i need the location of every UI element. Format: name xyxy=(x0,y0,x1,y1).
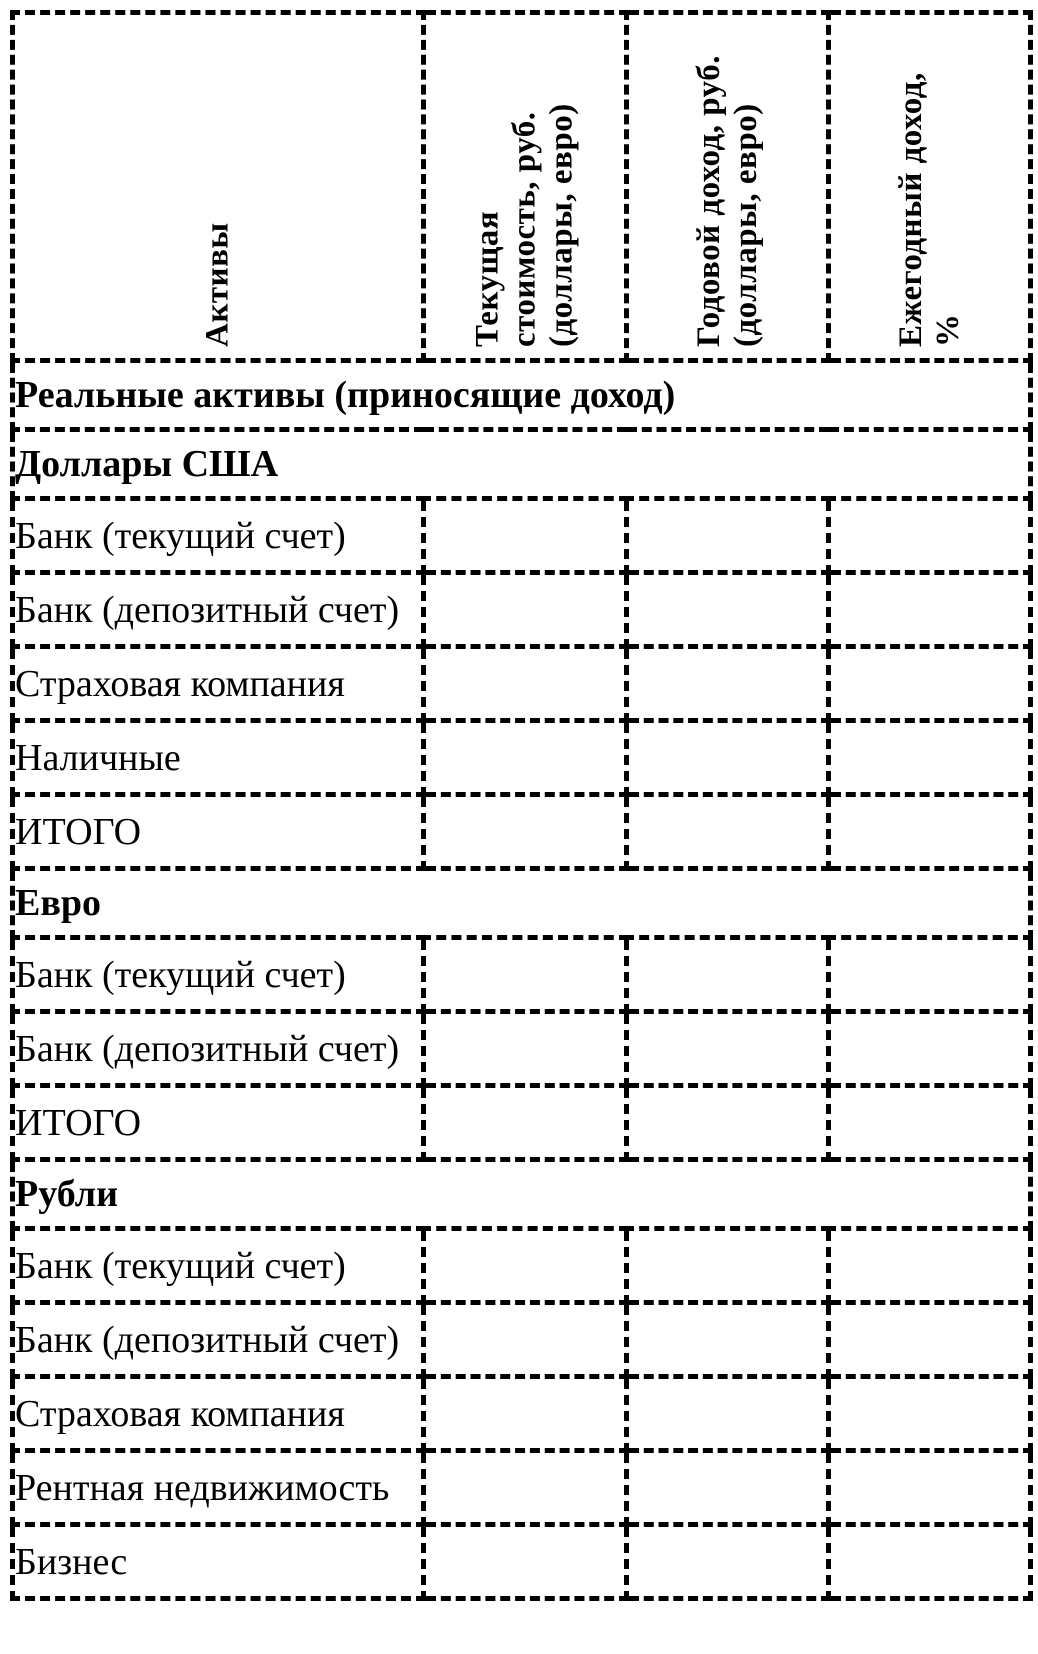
col-header-assets-label: Активы xyxy=(199,221,236,347)
value-cell-annual-income xyxy=(624,644,831,723)
value-cell-yearly-percent xyxy=(826,496,1033,575)
value-cell-current-value xyxy=(421,935,629,1014)
value-cell-annual-income xyxy=(624,1448,831,1527)
table-row: Страховая компания xyxy=(10,1374,1033,1453)
value-cell-annual-income xyxy=(624,1300,831,1379)
table-row-total: ИТОГО xyxy=(10,792,1033,871)
row-label: Банк (депозитный счет) xyxy=(10,1300,426,1379)
value-cell-annual-income xyxy=(624,1522,831,1601)
row-label: Наличные xyxy=(10,718,426,797)
value-cell-annual-income xyxy=(624,1009,831,1088)
value-cell-current-value xyxy=(421,1009,629,1088)
section-row-real-assets: Реальные активы (приносящие доход) xyxy=(10,358,1033,432)
row-label: Рентная недвижимость xyxy=(10,1448,426,1527)
value-cell-current-value xyxy=(421,1300,629,1379)
value-cell-yearly-percent xyxy=(826,935,1033,1014)
row-label: Страховая компания xyxy=(10,644,426,723)
row-label: Банк (текущий счет) xyxy=(10,1226,426,1305)
row-label: ИТОГО xyxy=(10,1083,426,1162)
value-cell-current-value xyxy=(421,1522,629,1601)
table-row: Банк (текущий счет) xyxy=(10,935,1033,1014)
section-row-euro: Евро xyxy=(10,866,1033,940)
value-cell-annual-income xyxy=(624,1083,831,1162)
table-row: Бизнес xyxy=(10,1522,1033,1601)
value-cell-yearly-percent xyxy=(826,1300,1033,1379)
table-row: Банк (депозитный счет) xyxy=(10,570,1033,649)
value-cell-annual-income xyxy=(624,570,831,649)
value-cell-yearly-percent xyxy=(826,718,1033,797)
value-cell-yearly-percent xyxy=(826,570,1033,649)
row-label: Страховая компания xyxy=(10,1374,426,1453)
row-label: ИТОГО xyxy=(10,792,426,871)
table-row: Банк (депозитный счет) xyxy=(10,1009,1033,1088)
col-header-annual-income-label: Годовой доход, руб. (доллары, евро) xyxy=(690,54,764,347)
row-label: Банк (депозитный счет) xyxy=(10,1009,426,1088)
section-row-rubles: Рубли xyxy=(10,1157,1033,1231)
value-cell-annual-income xyxy=(624,1374,831,1453)
section-row-usd: Доллары США xyxy=(10,427,1033,501)
table-row: Банк (депозитный счет) xyxy=(10,1300,1033,1379)
value-cell-current-value xyxy=(421,496,629,575)
value-cell-yearly-percent xyxy=(826,1009,1033,1088)
col-header-current-value: Текущая стоимость, руб. (доллары, евро) xyxy=(421,10,629,363)
section-label: Рубли xyxy=(10,1157,1033,1231)
row-label: Бизнес xyxy=(10,1522,426,1601)
table-row: Страховая компания xyxy=(10,644,1033,723)
col-header-assets: Активы xyxy=(10,10,426,363)
value-cell-current-value xyxy=(421,1374,629,1453)
value-cell-yearly-percent xyxy=(826,1226,1033,1305)
section-label: Евро xyxy=(10,866,1033,940)
col-header-annual-income: Годовой доход, руб. (доллары, евро) xyxy=(624,10,831,363)
value-cell-yearly-percent xyxy=(826,1522,1033,1601)
assets-table: Активы Текущая стоимость, руб. (доллары,… xyxy=(10,10,1033,1601)
value-cell-annual-income xyxy=(624,1226,831,1305)
header-row: Активы Текущая стоимость, руб. (доллары,… xyxy=(10,10,1033,363)
value-cell-current-value xyxy=(421,644,629,723)
value-cell-annual-income xyxy=(624,496,831,575)
table-row: Наличные xyxy=(10,718,1033,797)
row-label: Банк (депозитный счет) xyxy=(10,570,426,649)
col-header-yearly-income-percent: Ежегодный доход, % xyxy=(826,10,1033,363)
value-cell-annual-income xyxy=(624,935,831,1014)
col-header-current-value-label: Текущая стоимость, руб. (доллары, евро) xyxy=(469,102,580,347)
table-row: Банк (текущий счет) xyxy=(10,496,1033,575)
value-cell-current-value xyxy=(421,1083,629,1162)
value-cell-current-value xyxy=(421,792,629,871)
value-cell-annual-income xyxy=(624,792,831,871)
row-label: Банк (текущий счет) xyxy=(10,496,426,575)
col-header-yearly-income-percent-label: Ежегодный доход, % xyxy=(892,71,966,347)
value-cell-yearly-percent xyxy=(826,1448,1033,1527)
value-cell-yearly-percent xyxy=(826,644,1033,723)
table-row: Рентная недвижимость xyxy=(10,1448,1033,1527)
value-cell-current-value xyxy=(421,1226,629,1305)
row-label: Банк (текущий счет) xyxy=(10,935,426,1014)
value-cell-yearly-percent xyxy=(826,1374,1033,1453)
value-cell-current-value xyxy=(421,718,629,797)
value-cell-yearly-percent xyxy=(826,1083,1033,1162)
value-cell-current-value xyxy=(421,570,629,649)
section-label: Доллары США xyxy=(10,427,1033,501)
value-cell-current-value xyxy=(421,1448,629,1527)
table-row: Банк (текущий счет) xyxy=(10,1226,1033,1305)
value-cell-yearly-percent xyxy=(826,792,1033,871)
table-row-total: ИТОГО xyxy=(10,1083,1033,1162)
value-cell-annual-income xyxy=(624,718,831,797)
section-label: Реальные активы (приносящие доход) xyxy=(10,358,1033,432)
